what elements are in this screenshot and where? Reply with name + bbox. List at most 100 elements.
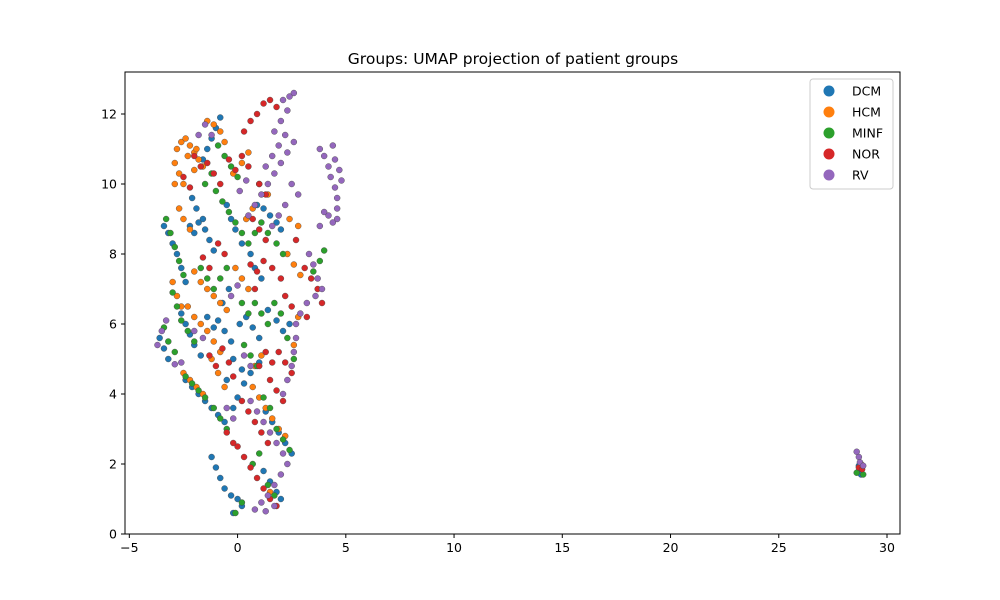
- data-point: [221, 418, 228, 426]
- data-point: [262, 236, 269, 244]
- data-point: [286, 446, 293, 454]
- data-point: [238, 499, 246, 506]
- data-point: [210, 292, 217, 300]
- data-point: [212, 464, 220, 471]
- data-point: [214, 369, 222, 377]
- data-point: [193, 145, 200, 153]
- data-point: [182, 278, 189, 286]
- data-point: [262, 508, 269, 515]
- data-point: [292, 334, 300, 342]
- data-point: [171, 361, 178, 368]
- data-point: [292, 236, 300, 244]
- data-point: [182, 373, 189, 380]
- data-point: [273, 387, 280, 394]
- data-point: [238, 366, 246, 373]
- legend-label: NOR: [852, 147, 880, 162]
- data-point: [273, 240, 280, 247]
- data-point: [234, 495, 241, 503]
- data-point: [186, 184, 194, 191]
- data-point: [279, 397, 287, 405]
- data-point: [210, 247, 217, 254]
- x-tick-label: 30: [879, 540, 895, 555]
- data-point: [860, 471, 867, 478]
- legend-entries: DCM HCM MINF NOR RV: [823, 84, 883, 183]
- data-point: [223, 404, 230, 412]
- data-point: [234, 282, 241, 289]
- data-point: [208, 131, 215, 139]
- data-point: [221, 250, 228, 258]
- data-point: [212, 362, 220, 370]
- data-point: [277, 310, 285, 317]
- data-point: [284, 460, 291, 468]
- data-point: [178, 310, 185, 317]
- data-point: [262, 163, 269, 170]
- data-point: [247, 250, 254, 258]
- data-point: [258, 429, 265, 436]
- y-tick-label: 2: [109, 457, 117, 472]
- data-point: [297, 310, 304, 317]
- data-point: [214, 240, 222, 247]
- data-point: [258, 352, 265, 359]
- data-point: [258, 275, 265, 282]
- data-point: [338, 177, 345, 184]
- data-point: [210, 285, 217, 293]
- data-point: [219, 198, 226, 205]
- data-point: [245, 285, 252, 293]
- data-point: [251, 299, 259, 307]
- data-point: [288, 180, 295, 188]
- x-tick-label: 25: [771, 540, 787, 555]
- data-point: [264, 439, 272, 447]
- data-point: [303, 299, 311, 307]
- data-point: [223, 306, 230, 314]
- data-point: [171, 243, 178, 251]
- data-point: [217, 299, 224, 307]
- data-point: [297, 271, 304, 279]
- data-point: [245, 163, 252, 170]
- data-point: [243, 177, 250, 184]
- data-point: [227, 215, 235, 223]
- data-point: [234, 394, 241, 401]
- data-point: [275, 348, 282, 356]
- data-point: [303, 313, 311, 321]
- data-point: [277, 159, 285, 167]
- data-point: [197, 264, 204, 272]
- data-point: [186, 226, 194, 233]
- y-tick-label: 10: [101, 177, 117, 192]
- data-point: [320, 208, 328, 216]
- data-point: [279, 390, 287, 398]
- data-point: [331, 156, 339, 163]
- data-point: [234, 173, 241, 181]
- data-point: [329, 142, 337, 149]
- data-point: [227, 492, 235, 499]
- data-point: [204, 285, 211, 293]
- data-point: [277, 117, 285, 125]
- data-point: [271, 299, 278, 307]
- data-point: [238, 159, 246, 167]
- data-point: [197, 278, 204, 286]
- data-point: [269, 152, 276, 160]
- data-point: [256, 450, 263, 457]
- data-point: [249, 215, 256, 223]
- data-point: [197, 352, 204, 359]
- data-point: [251, 506, 259, 513]
- data-point: [214, 317, 222, 324]
- data-point: [204, 275, 211, 282]
- data-point: [217, 415, 224, 422]
- data-point: [217, 275, 224, 282]
- data-point: [201, 180, 209, 188]
- data-point: [175, 170, 183, 177]
- data-point: [247, 397, 254, 405]
- data-point: [230, 355, 237, 363]
- data-point: [333, 205, 341, 212]
- data-point: [193, 205, 200, 212]
- data-point: [273, 425, 280, 433]
- data-point: [217, 180, 224, 188]
- data-point: [245, 310, 252, 317]
- data-point: [208, 453, 215, 461]
- data-point: [312, 292, 319, 300]
- data-point: [333, 215, 341, 223]
- data-point: [191, 229, 198, 237]
- data-point: [171, 180, 178, 188]
- data-point: [260, 100, 267, 107]
- data-point: [227, 292, 235, 300]
